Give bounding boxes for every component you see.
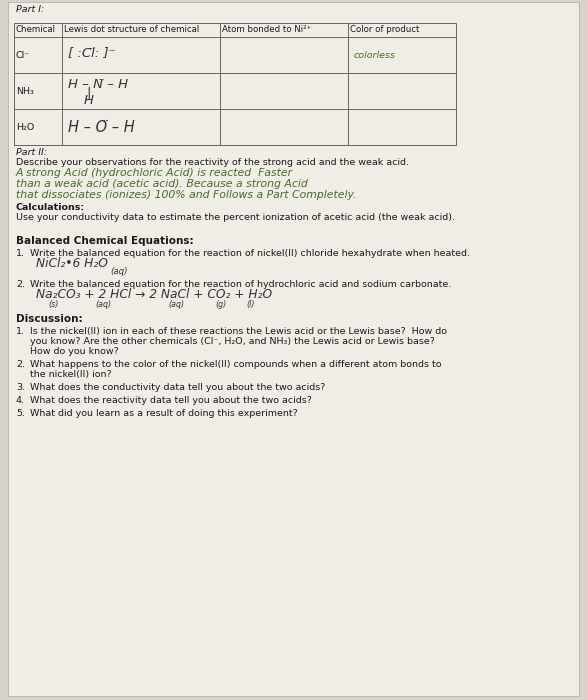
Text: (aq): (aq) [95,300,111,309]
Text: Lewis dot structure of chemical: Lewis dot structure of chemical [64,25,199,34]
Bar [14,23,456,145]
Text: Write the balanced equation for the reaction of nickel(II) chloride hexahydrate : Write the balanced equation for the reac… [30,249,470,258]
Text: H – Ö – H: H – Ö – H [68,120,135,134]
Text: the nickel(II) ion?: the nickel(II) ion? [30,370,112,379]
Text: Describe your observations for the reactivity of the strong acid and the weak ac: Describe your observations for the react… [16,158,409,167]
Text: than a weak acid (acetic acid). Because a strong Acid: than a weak acid (acetic acid). Because … [16,179,308,189]
Text: Na₂CO₃ + 2 HCl → 2 NaCl + CO₂ + H₂O: Na₂CO₃ + 2 HCl → 2 NaCl + CO₂ + H₂O [36,288,272,301]
Text: Discussion:: Discussion: [16,314,83,324]
Text: Cl⁻: Cl⁻ [16,50,31,60]
Text: What does the reactivity data tell you about the two acids?: What does the reactivity data tell you a… [30,396,312,405]
Text: What does the conductivity data tell you about the two acids?: What does the conductivity data tell you… [30,383,325,392]
Text: (g): (g) [215,300,226,309]
Text: |: | [86,87,90,99]
Text: H – N̈ – H: H – N̈ – H [68,78,128,90]
Text: [ :C̈l̇: ]⁻: [ :C̈l̇: ]⁻ [68,46,116,60]
Text: Use your conductivity data to estimate the percent ionization of acetic acid (th: Use your conductivity data to estimate t… [16,213,455,222]
Text: Calculations:: Calculations: [16,203,85,212]
Text: Balanced Chemical Equations:: Balanced Chemical Equations: [16,236,194,246]
FancyBboxPatch shape [8,2,579,696]
Text: Color of product: Color of product [350,25,419,34]
Text: NiCl₂•6 H₂O: NiCl₂•6 H₂O [36,257,108,270]
Text: Write the balanced equation for the reaction of hydrochloric acid and sodium car: Write the balanced equation for the reac… [30,280,451,289]
Text: Is the nickel(II) ion in each of these reactions the Lewis acid or the Lewis bas: Is the nickel(II) ion in each of these r… [30,327,447,336]
Text: H₂O: H₂O [16,122,34,132]
Text: (aq): (aq) [110,267,127,276]
Text: (s): (s) [48,300,58,309]
Text: What did you learn as a result of doing this experiment?: What did you learn as a result of doing … [30,409,298,418]
Text: 5.: 5. [16,409,25,418]
Text: 2.: 2. [16,360,25,369]
Text: colorless: colorless [354,50,396,60]
Text: Part I:: Part I: [16,5,44,14]
Text: (aq): (aq) [168,300,184,309]
Text: How do you know?: How do you know? [30,347,119,356]
Text: What happens to the color of the nickel(II) compounds when a different atom bond: What happens to the color of the nickel(… [30,360,441,369]
Text: Part II:: Part II: [16,148,47,157]
Text: 4.: 4. [16,396,25,405]
Text: 1.: 1. [16,327,25,336]
Text: H: H [84,94,94,108]
Text: 3.: 3. [16,383,25,392]
Text: (l): (l) [246,300,255,309]
Text: 2.: 2. [16,280,25,289]
Text: Chemical: Chemical [16,25,56,34]
Text: A strong Acid (hydrochloric Acid) is reacted  Faster: A strong Acid (hydrochloric Acid) is rea… [16,168,293,178]
Text: that dissociates (ionizes) 100% and Follows a Part Completely.: that dissociates (ionizes) 100% and Foll… [16,190,356,200]
Text: 1.: 1. [16,249,25,258]
Text: Atom bonded to Ni²⁺: Atom bonded to Ni²⁺ [222,25,311,34]
Text: NH₃: NH₃ [16,87,34,95]
Text: you know? Are the other chemicals (Cl⁻, H₂O, and NH₃) the Lewis acid or Lewis ba: you know? Are the other chemicals (Cl⁻, … [30,337,435,346]
